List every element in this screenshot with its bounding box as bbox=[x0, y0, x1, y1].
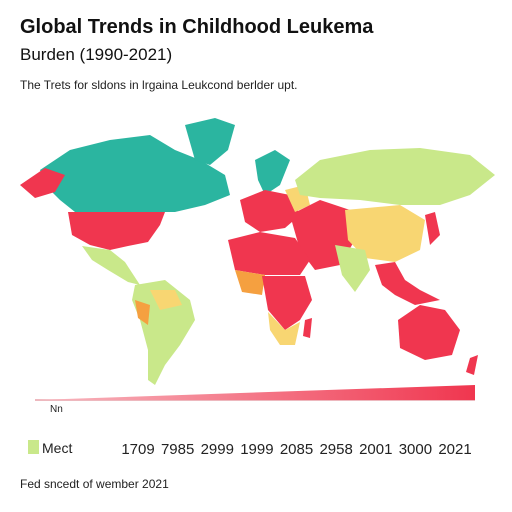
australia bbox=[398, 305, 460, 360]
scale-label: 2021 bbox=[438, 441, 471, 458]
scale-label: 1999 bbox=[240, 441, 273, 458]
scale-label: 2999 bbox=[201, 441, 234, 458]
subtitle: Burden (1990-2021) bbox=[20, 45, 173, 64]
canada bbox=[40, 135, 230, 212]
russia bbox=[295, 148, 495, 205]
scale-label: 3000 bbox=[399, 441, 432, 458]
scale-label: 2085 bbox=[280, 441, 313, 458]
africa-north bbox=[228, 232, 310, 275]
india bbox=[335, 245, 370, 292]
japan bbox=[425, 212, 440, 245]
africa-central bbox=[262, 276, 312, 330]
peru-patch bbox=[135, 300, 150, 325]
alaska bbox=[20, 168, 65, 198]
scale-label: 2001 bbox=[359, 441, 392, 458]
footer: Fed sncedt of wember 2021 bbox=[20, 477, 169, 491]
scale-wedge bbox=[35, 385, 475, 400]
scale-label: 7985 bbox=[161, 441, 194, 458]
title: Global Trends in Childhood Leukema bbox=[20, 16, 374, 38]
usa bbox=[68, 212, 165, 250]
gradient-label: Nn bbox=[50, 404, 63, 415]
se-asia bbox=[375, 262, 440, 305]
swatch-label: Mect bbox=[42, 440, 72, 456]
africa-south bbox=[268, 312, 300, 345]
scandinavia bbox=[255, 150, 290, 195]
brazil-patch bbox=[150, 290, 182, 310]
madagascar bbox=[303, 318, 312, 338]
scale-label: 2958 bbox=[319, 441, 352, 458]
legend-swatch bbox=[28, 440, 39, 454]
greenland bbox=[185, 118, 235, 165]
new-zealand bbox=[466, 355, 478, 375]
scale-labels: 1709 7985 2999 1999 2085 2958 2001 3000 2021 bbox=[121, 441, 471, 458]
scale-label: 1709 bbox=[121, 441, 154, 458]
africa-west bbox=[235, 270, 265, 295]
europe bbox=[240, 190, 300, 232]
mexico bbox=[82, 246, 140, 285]
china bbox=[345, 205, 425, 262]
description: The Trets for sldons in lrgaina Leukcond… bbox=[20, 78, 298, 92]
